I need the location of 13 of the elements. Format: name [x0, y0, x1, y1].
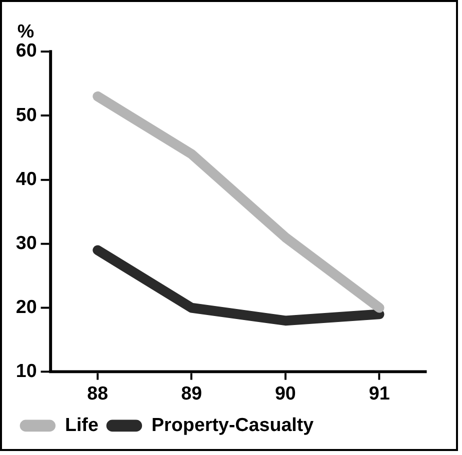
y-tick-label: 60 — [16, 40, 37, 61]
legend-label: Property-Casualty — [151, 414, 314, 435]
y-tick-label: 30 — [16, 232, 37, 253]
y-tick-label: 40 — [16, 168, 37, 189]
x-tick-label: 89 — [181, 382, 202, 404]
x-tick-label: 91 — [368, 382, 390, 404]
y-tick-label: 50 — [16, 104, 37, 125]
y-axis-title: % — [17, 20, 34, 42]
x-tick-label: 90 — [274, 382, 296, 404]
legend-label: Life — [64, 414, 98, 435]
y-tick-label: 20 — [16, 296, 37, 318]
y-tick-label: 10 — [16, 360, 37, 382]
x-tick-label: 88 — [87, 382, 108, 404]
